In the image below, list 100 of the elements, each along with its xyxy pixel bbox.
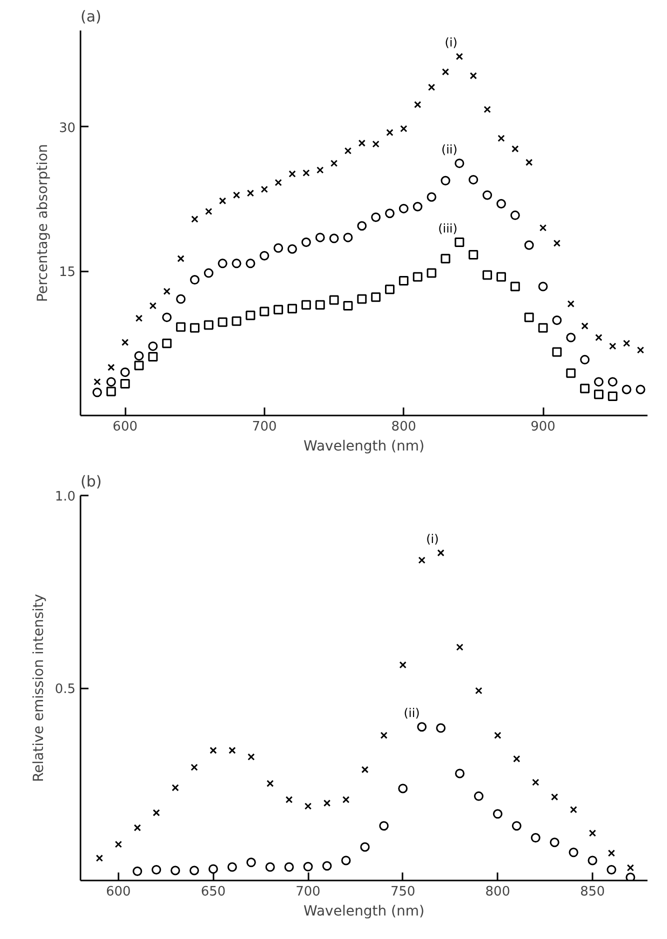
point — [440, 254, 450, 264]
y-tick-label: 1.0 — [54, 490, 76, 504]
point — [248, 753, 255, 760]
point — [301, 300, 311, 310]
x-tick-label: 850 — [580, 884, 605, 900]
chart-title: (b) — [80, 472, 102, 490]
point — [246, 190, 254, 197]
point — [552, 347, 562, 357]
point — [513, 755, 520, 762]
point — [329, 234, 339, 244]
point — [372, 140, 380, 148]
point — [532, 778, 540, 786]
x-axis-title: Wavelength (nm) — [304, 904, 424, 920]
point — [398, 784, 408, 794]
point — [626, 864, 634, 872]
point — [260, 250, 270, 260]
point — [190, 866, 200, 876]
x-tick-label: 800 — [391, 420, 416, 434]
point — [266, 780, 274, 788]
point — [468, 174, 478, 184]
point — [530, 833, 540, 843]
point — [190, 764, 198, 771]
point — [148, 341, 158, 351]
point — [357, 221, 367, 231]
point — [468, 250, 478, 260]
point — [210, 746, 217, 754]
point — [551, 793, 558, 801]
point — [399, 661, 406, 668]
point — [343, 232, 353, 242]
point — [344, 147, 352, 154]
point — [357, 294, 367, 304]
point — [398, 204, 408, 214]
point — [92, 388, 102, 398]
point — [246, 258, 256, 268]
point — [303, 862, 313, 872]
point — [594, 377, 604, 387]
point — [580, 384, 590, 394]
point — [436, 723, 446, 733]
point — [284, 862, 294, 872]
point — [474, 791, 484, 801]
point — [265, 862, 275, 872]
point — [149, 302, 157, 310]
point — [623, 340, 630, 347]
point — [358, 140, 366, 147]
point — [386, 128, 394, 136]
point — [286, 796, 293, 804]
point — [524, 312, 534, 322]
point — [360, 842, 370, 852]
point — [496, 199, 506, 208]
point — [608, 377, 618, 387]
point — [191, 216, 198, 223]
point — [636, 384, 646, 394]
point — [228, 746, 236, 754]
point — [361, 766, 369, 774]
point — [510, 282, 520, 292]
point — [482, 270, 492, 280]
point — [288, 304, 298, 314]
x-tick-label: 700 — [252, 420, 277, 434]
point — [172, 784, 179, 792]
series-label: (i) — [444, 35, 458, 50]
point — [550, 838, 560, 848]
y-tick-label: 30 — [58, 120, 76, 136]
point — [204, 320, 214, 330]
point — [454, 238, 464, 247]
point — [426, 268, 436, 278]
point — [371, 292, 381, 302]
point — [177, 255, 184, 262]
point — [232, 258, 242, 268]
point — [437, 549, 444, 556]
point — [470, 72, 477, 80]
series-label: (iii) — [438, 221, 458, 236]
x-tick-label: 700 — [296, 884, 320, 900]
point — [400, 125, 408, 132]
point — [152, 809, 160, 816]
point — [323, 800, 331, 807]
point — [322, 861, 332, 871]
point — [398, 276, 408, 286]
point — [152, 864, 162, 874]
point — [492, 809, 502, 819]
point — [315, 232, 325, 242]
point — [494, 732, 502, 739]
point — [414, 101, 422, 108]
point — [134, 351, 144, 361]
point — [190, 323, 200, 333]
point — [553, 240, 561, 247]
point — [380, 732, 388, 739]
point — [538, 282, 548, 292]
point — [227, 862, 237, 872]
point — [120, 378, 130, 388]
point — [170, 866, 180, 876]
point — [302, 169, 310, 177]
point — [568, 848, 578, 858]
y-tick-label: 0.5 — [54, 682, 76, 697]
point — [135, 314, 143, 322]
point — [512, 145, 519, 152]
point — [412, 202, 422, 212]
point — [379, 821, 389, 831]
point — [371, 212, 381, 222]
point — [148, 352, 158, 362]
point — [316, 166, 324, 174]
